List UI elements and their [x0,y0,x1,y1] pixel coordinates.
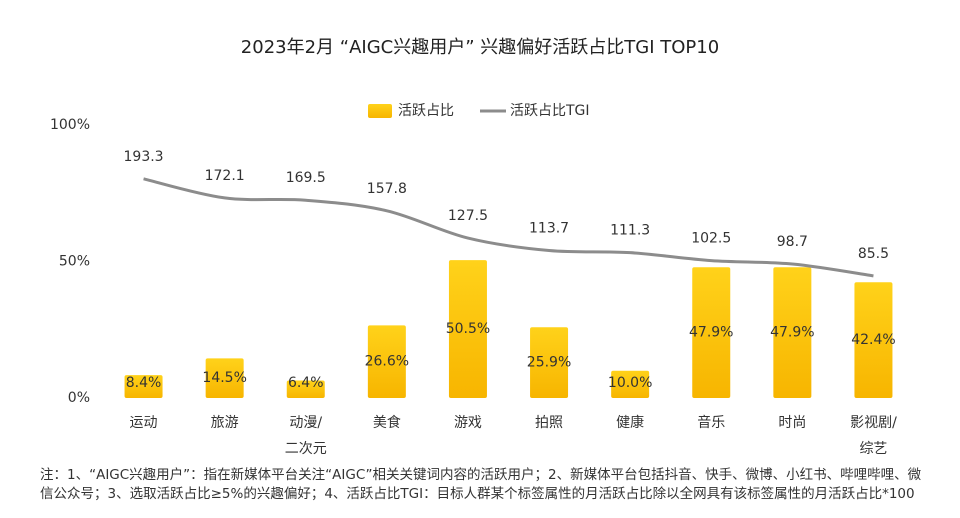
bar-value-label: 42.4% [851,332,895,348]
y-tick-label: 100% [50,117,90,133]
x-tick-label: 时尚 [778,415,807,431]
line-value-label: 169.5 [286,170,326,186]
x-tick-label: 影视剧/ 综艺 [850,415,897,457]
bar-value-label: 6.4% [288,375,324,391]
chart-title: 2023年2月 “AIGC兴趣用户” 兴趣偏好活跃占比TGI TOP10 [241,37,719,58]
bar [124,375,163,398]
line-value-label: 127.5 [448,208,488,224]
bar [611,370,650,398]
bar [773,267,812,398]
bar-value-label: 8.4% [126,375,162,391]
legend-label: 活跃占比TGI [510,103,590,119]
y-tick-label: 0% [68,390,90,406]
y-tick-label: 50% [59,254,90,270]
bar [367,325,406,398]
line-value-label: 111.3 [610,223,650,239]
bar-value-label: 47.9% [689,325,733,341]
line-value-label: 172.1 [205,168,245,184]
bar-value-label: 50.5% [446,321,490,337]
line-value-label: 157.8 [367,181,407,197]
bar-value-label: 10.0% [608,375,652,391]
bar [448,260,487,398]
bar [286,380,325,398]
bar-value-label: 25.9% [527,355,571,371]
x-tick-label: 旅游 [210,415,239,431]
bar [530,327,569,398]
line-value-label: 113.7 [529,221,569,237]
line-value-label: 102.5 [691,231,731,247]
x-tick-label: 美食 [372,415,401,431]
x-tick-label: 拍照 [535,415,564,431]
bar-value-label: 14.5% [202,370,246,386]
line-value-label: 85.5 [858,246,889,262]
legend-swatch [368,104,392,118]
x-tick-label: 运动 [129,415,158,431]
line [143,177,874,278]
footnote: 注：1、“AIGC兴趣用户”：指在新媒体平台关注“AIGC”相关关键词内容的活跃… [40,467,922,502]
bar-value-label: 26.6% [365,354,409,370]
bar [854,282,893,398]
bar [692,267,731,398]
x-tick-label: 健康 [616,415,645,431]
legend-label: 活跃占比 [398,103,454,119]
x-tick-label: 音乐 [697,415,726,431]
line-value-label: 193.3 [124,149,164,165]
bar-value-label: 47.9% [770,325,814,341]
bar [205,358,244,398]
x-tick-label: 动漫/ 二次元 [284,415,327,457]
x-tick-label: 游戏 [453,415,482,431]
line-value-label: 98.7 [777,234,808,250]
